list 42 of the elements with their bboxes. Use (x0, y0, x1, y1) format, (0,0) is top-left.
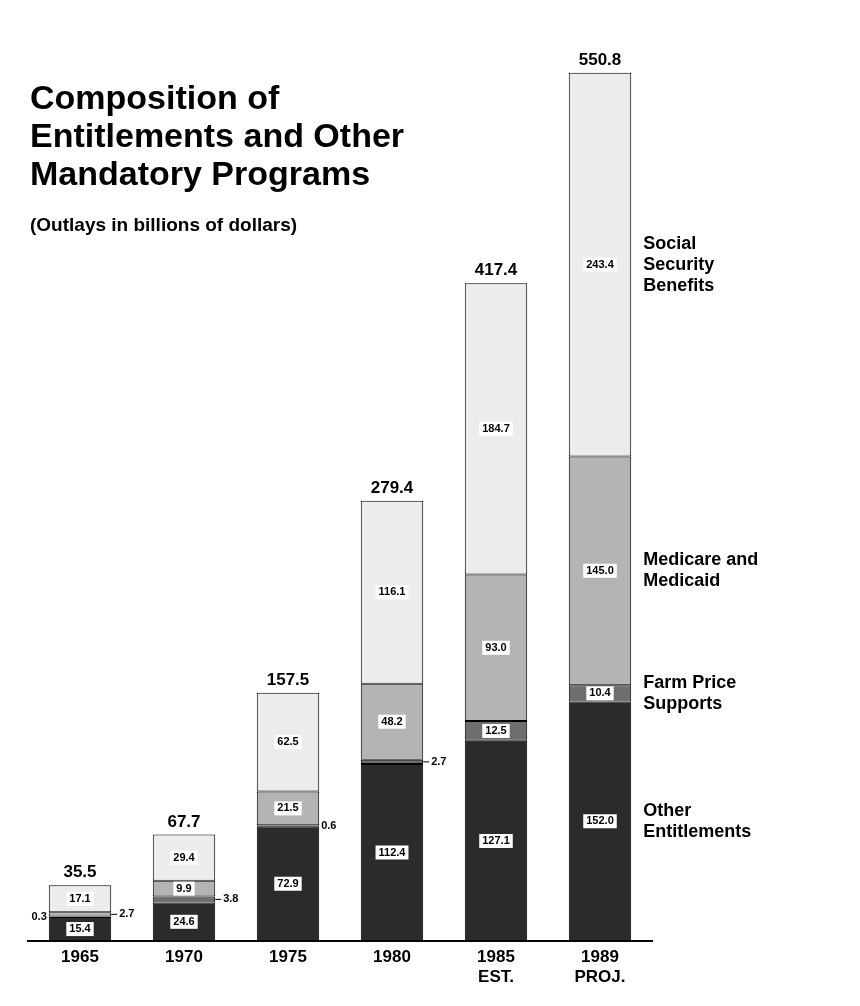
x-tick-label: 1980 (373, 947, 411, 967)
series-label: Social Security Benefits (643, 232, 715, 295)
data-label: 0.6 (321, 818, 337, 831)
data-label: 3.8 (223, 892, 239, 905)
data-label: 62.5 (277, 735, 299, 748)
series-label: Farm Price Supports (643, 671, 737, 713)
total-label: 550.8 (578, 49, 622, 69)
x-tick-label: 1989 PROJ. (574, 947, 626, 987)
data-label: 2.7 (119, 907, 135, 920)
x-tick-label: 1965 (61, 947, 99, 967)
data-label: 9.9 (176, 881, 192, 894)
x-tick-label: 1985 EST. (477, 947, 515, 987)
data-label: 0.3 (31, 909, 47, 922)
total-label: 417.4 (474, 260, 518, 280)
data-label: 152.0 (586, 814, 614, 827)
text: Composition of Entitlements and Other Mandatory Programs (30, 78, 406, 192)
data-label: 12.5 (485, 723, 507, 736)
data-label: 145.0 (586, 563, 614, 576)
total-label: 67.7 (167, 811, 201, 831)
data-label: 21.5 (277, 801, 299, 814)
data-label: 93.0 (485, 640, 507, 653)
data-label: 10.4 (589, 686, 612, 699)
data-label: 72.9 (277, 876, 299, 889)
data-label: 127.1 (482, 834, 510, 847)
total-label: 279.4 (370, 477, 414, 497)
data-label: 243.4 (586, 257, 615, 270)
data-label: 116.1 (378, 585, 406, 598)
x-tick-label: 1975 (269, 947, 307, 967)
series-label: Other Entitlements (643, 799, 752, 841)
x-tick-label: 1970 (165, 947, 203, 967)
data-label: 2.7 (431, 754, 447, 767)
series-label: Medicare and Medicaid (643, 549, 759, 591)
data-label: 48.2 (381, 714, 403, 727)
text: (Outlays in billions of dollars) (30, 214, 299, 236)
data-label: 29.4 (173, 850, 196, 863)
data-label: 112.4 (378, 845, 407, 858)
data-label: 17.1 (69, 891, 91, 904)
data-label: 24.6 (173, 914, 195, 927)
data-label: 184.7 (482, 421, 510, 434)
data-label: 15.4 (69, 922, 92, 935)
total-label: 35.5 (63, 862, 97, 882)
total-label: 157.5 (266, 670, 310, 690)
